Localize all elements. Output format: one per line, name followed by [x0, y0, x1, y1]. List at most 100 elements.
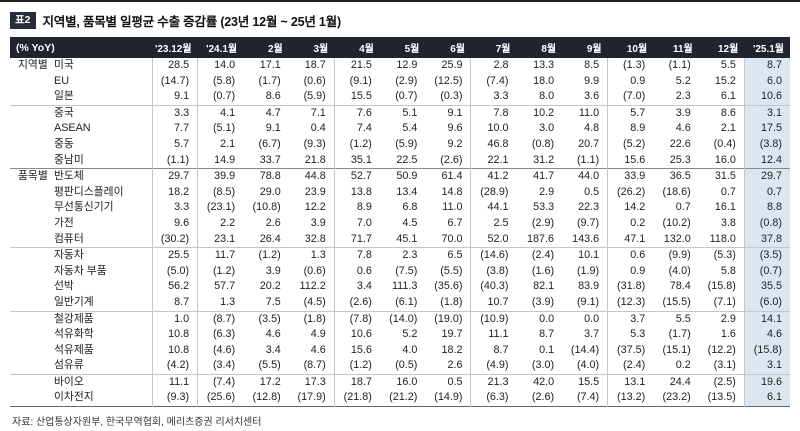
value-cell: 3.3	[152, 200, 199, 216]
value-cell: 13.3	[533, 59, 555, 71]
value-cell: (0.8)	[744, 215, 790, 232]
value-cell: 2.6	[425, 358, 472, 375]
value-cell: 83.9	[562, 279, 609, 295]
column-header: 4월	[334, 37, 380, 58]
value-cell: 4.1	[197, 104, 244, 122]
value-cell: 0.1	[539, 343, 555, 356]
table-row: 섬유류 (4.2) (3.4) (5.5) (8.7) (1.2) (0.5) 2.6 (4.9…	[10, 358, 790, 375]
value-cell: 17.3	[288, 373, 335, 391]
value-cell: 4.6	[288, 342, 335, 359]
column-header: 2월	[243, 37, 289, 58]
value-cell: (9.1)	[562, 294, 609, 311]
value-cell: 8.5	[562, 58, 609, 74]
value-cell: (0.3)	[425, 89, 472, 106]
table-title-row: 표2 지역별, 품목별 일평균 수출 증감률 (23년 12월 ~ 25년 1월…	[10, 11, 790, 30]
value-cell: 9.2	[425, 136, 472, 153]
column-header: 8월	[516, 37, 563, 58]
value-cell: (1.2)	[212, 264, 236, 277]
table-row: ASEAN 7.7 (5.1) 9.1 0.4 7.4 5.4 9.6 10.0 3.0 4.8 8.…	[10, 121, 790, 137]
value-cell: 8.6	[265, 90, 281, 103]
value-cell: (15.8)	[698, 279, 745, 295]
value-cell: (4.9)	[486, 359, 509, 372]
row-label: 미국	[52, 58, 153, 74]
column-header: 5월	[379, 37, 426, 58]
value-cell: 11.7	[197, 247, 244, 264]
value-cell: 53.3	[533, 201, 555, 214]
value-cell: 46.8	[487, 137, 509, 150]
row-label: 중동	[52, 136, 153, 153]
value-cell: 14.9	[214, 153, 236, 166]
value-cell: (8.5)	[212, 185, 236, 198]
value-cell: (6.1)	[395, 295, 418, 308]
value-cell: 5.3	[630, 328, 646, 341]
value-cell: 2.1	[698, 121, 745, 137]
value-cell: 19.7	[425, 327, 472, 343]
value-cell: (9.1)	[349, 74, 372, 87]
value-cell: 39.9	[197, 168, 244, 185]
value-cell: (7.4)	[197, 373, 244, 391]
value-cell: 12.4	[744, 152, 790, 169]
value-cell: 29.0	[259, 185, 281, 198]
value-cell: (10.2)	[662, 216, 691, 229]
value-cell: 5.8	[698, 263, 745, 280]
value-cell: (14.6)	[470, 247, 517, 264]
value-cell: (3.0)	[531, 359, 555, 372]
value-cell: 45.1	[396, 232, 418, 245]
row-label: 가전	[52, 215, 153, 232]
value-cell: (4.2)	[152, 358, 199, 375]
value-cell: 32.8	[288, 231, 335, 248]
value-cell: 7.7	[152, 121, 199, 137]
value-cell: (1.9)	[562, 263, 609, 280]
value-cell: (2.9)	[531, 216, 555, 229]
value-cell: 6.0	[744, 73, 790, 90]
value-cell: 132.0	[663, 232, 691, 245]
value-cell: 18.2	[425, 342, 472, 359]
value-cell: (26.2)	[616, 185, 646, 198]
value-cell: (17.9)	[288, 390, 335, 407]
table-row: 일반기계 8.7 1.3 7.5 (4.5) (2.6) (6.1) (1.8) 10.7 (3.…	[10, 294, 790, 311]
value-cell: 18.7	[334, 373, 380, 391]
value-cell: 41.7	[516, 168, 563, 185]
value-cell: 18.2	[152, 184, 199, 201]
value-cell: (1.1)	[562, 152, 609, 169]
value-cell: 3.4	[356, 280, 372, 293]
value-cell: (5.2)	[623, 137, 646, 150]
group-label	[10, 185, 52, 201]
value-cell: (3.9)	[531, 295, 555, 308]
group-label	[10, 121, 52, 137]
value-cell: 0.9	[630, 264, 646, 277]
value-cell: 118.0	[698, 231, 745, 248]
value-cell: (4.6)	[212, 343, 236, 356]
value-cell: 2.3	[675, 90, 691, 103]
value-cell: 2.1	[220, 137, 236, 150]
value-cell: 35.1	[350, 153, 372, 166]
value-cell: (9.3)	[288, 136, 335, 153]
column-header: 12월	[698, 37, 745, 58]
value-cell: 56.2	[152, 279, 199, 295]
value-cell: 37.8	[744, 231, 790, 248]
value-cell: (25.6)	[206, 391, 236, 404]
value-cell: 3.7	[607, 310, 654, 328]
table-row: 품목별 반도체 29.7 39.9 78.8 44.8 52.7 50.9 61.4 41.2 41…	[10, 168, 790, 185]
value-cell: 78.4	[669, 280, 691, 293]
column-header: 6월	[425, 37, 471, 58]
group-label	[10, 264, 52, 280]
value-cell: 13.4	[396, 185, 418, 198]
value-cell: 25.5	[152, 247, 199, 264]
value-cell: 20.2	[259, 280, 281, 293]
value-cell: 5.5	[653, 310, 699, 328]
group-label	[10, 247, 52, 264]
value-cell: 14.2	[624, 201, 646, 214]
value-cell: (1.7)	[258, 74, 281, 87]
value-cell: 20.7	[562, 136, 609, 153]
value-cell: 3.9	[653, 104, 699, 122]
value-cell: 8.8	[744, 200, 790, 216]
value-cell: 3.1	[744, 104, 790, 122]
value-cell: (9.3)	[152, 390, 199, 407]
value-cell: 1.3	[220, 295, 236, 308]
table-row: 철강제품 1.0 (8.7) (3.5) (1.8) (7.8) (14.0) (19.0)(…	[10, 310, 790, 328]
value-cell: 4.5	[402, 216, 418, 229]
value-cell: (0.5)	[395, 359, 418, 372]
table-row: EU (14.7) (5.8) (1.7) (0.6) (9.1) (2.9) (12.5) (…	[10, 73, 790, 90]
value-cell: 70.0	[425, 231, 472, 248]
